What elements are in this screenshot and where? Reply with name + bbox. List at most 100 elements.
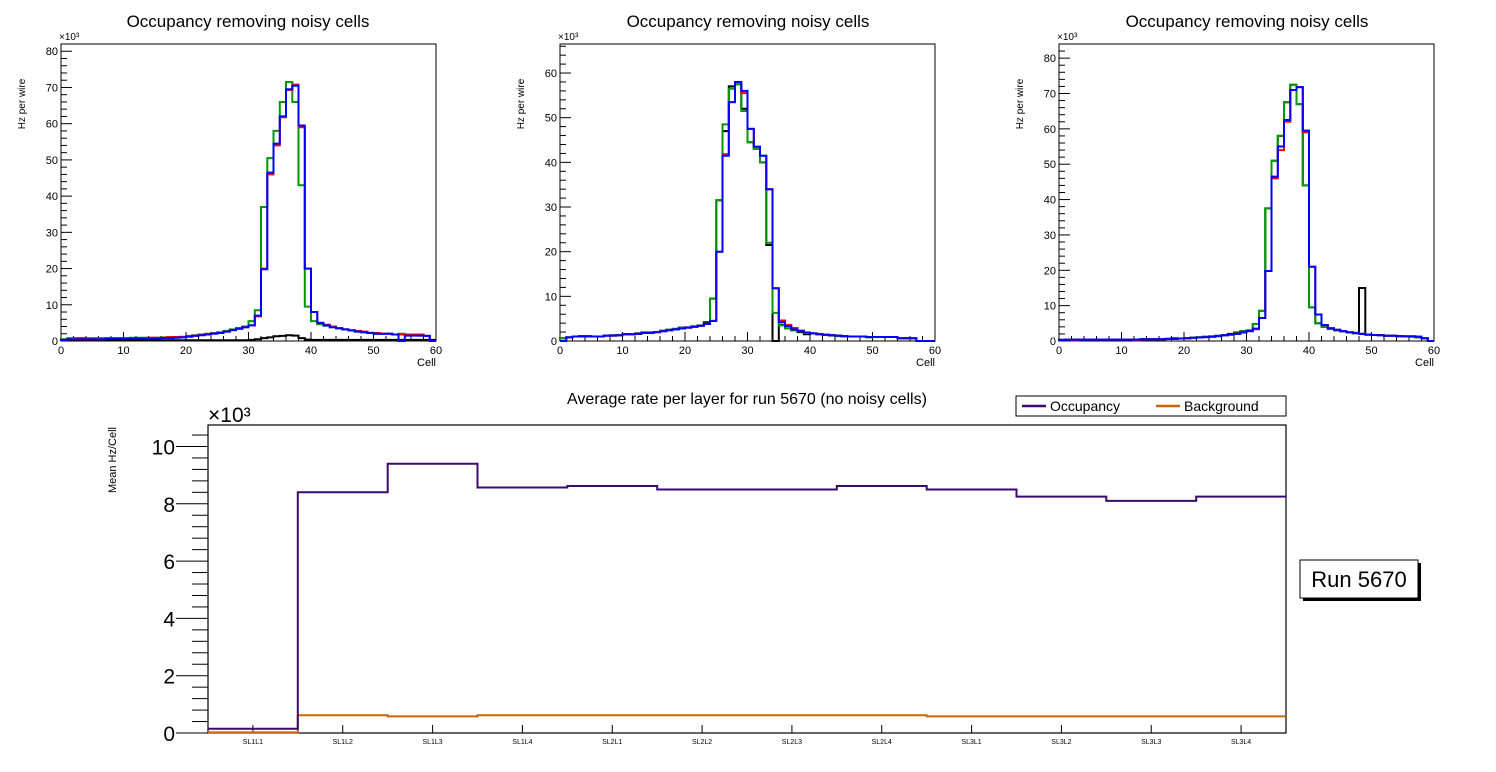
x-tick-label: 60	[1428, 345, 1440, 357]
histogram-series-black	[60, 334, 436, 342]
y-tick-label: 80	[1044, 53, 1056, 65]
y-tick-label: 10	[545, 291, 557, 303]
y-axis-exponent: ×10³	[1057, 32, 1078, 43]
histogram-series-blue	[60, 84, 436, 342]
x-tick-label: 50	[367, 345, 379, 357]
y-tick-label: 60	[46, 119, 58, 131]
y-tick-label: 10	[152, 436, 175, 459]
x-tick-label: 10	[616, 345, 628, 357]
histogram-series-blue	[1058, 86, 1434, 342]
x-tick-label: SL1L1	[243, 739, 263, 746]
histogram-series-red	[1058, 86, 1434, 342]
y-axis-exponent: ×10³	[558, 32, 579, 43]
plot-frame	[1058, 43, 1435, 342]
run-annotation: Run 5670	[1311, 567, 1406, 592]
y-axis-label: Hz per wire	[1015, 78, 1026, 129]
y-tick-label: 0	[551, 336, 557, 348]
x-tick-label: SL1L4	[512, 739, 532, 746]
x-tick-label: 30	[242, 345, 254, 357]
series-occupancy	[208, 462, 1286, 730]
y-tick-label: 20	[1044, 265, 1056, 277]
x-tick-label: 30	[1240, 345, 1252, 357]
x-tick-label: 40	[804, 345, 816, 357]
histogram-series-blue	[560, 81, 935, 342]
plot-frame	[207, 424, 1287, 734]
x-tick-label: SL1L2	[333, 739, 353, 746]
x-tick-label: 20	[679, 345, 691, 357]
y-tick-label: 2	[163, 666, 175, 689]
histogram-series-red	[60, 83, 436, 342]
x-tick-label: 0	[58, 345, 64, 357]
x-tick-label: 30	[741, 345, 753, 357]
y-tick-label: 70	[46, 82, 58, 94]
y-axis-label: Hz per wire	[17, 78, 28, 129]
y-tick-label: 70	[1044, 89, 1056, 101]
chart-title: Occupancy removing noisy cells	[127, 12, 370, 31]
x-tick-label: SL3L2	[1051, 739, 1071, 746]
x-tick-label: 60	[430, 345, 442, 357]
y-tick-label: 0	[52, 336, 58, 348]
x-tick-label: SL2L4	[872, 739, 892, 746]
y-tick-label: 30	[1044, 230, 1056, 242]
y-tick-label: 40	[46, 191, 58, 203]
legend: Occupancy Background	[1015, 395, 1287, 417]
y-tick-label: 50	[46, 155, 58, 167]
y-tick-label: 10	[1044, 301, 1056, 313]
y-tick-label: 50	[545, 113, 557, 125]
y-tick-label: 50	[1044, 159, 1056, 171]
x-axis-label: Cell	[1415, 357, 1434, 369]
y-tick-label: 0	[1050, 336, 1056, 348]
x-tick-label: 50	[1365, 345, 1377, 357]
occupancy-plot-2: Occupancy removing noisy cells 0 10 20 30 40 5…	[516, 12, 941, 369]
y-axis-exponent: ×10³	[59, 32, 80, 43]
chart-title: Occupancy removing noisy cells	[1126, 12, 1369, 31]
y-tick-label: 10	[46, 300, 58, 312]
x-tick-label: SL3L3	[1141, 739, 1161, 746]
y-axis-exponent: ×10³	[208, 404, 251, 427]
y-tick-label: 8	[163, 494, 175, 517]
x-tick-label: 10	[117, 345, 129, 357]
legend-label-background: Background	[1184, 398, 1259, 414]
histogram-series-green	[60, 81, 436, 342]
annotation-box	[1299, 559, 1419, 599]
x-tick-label: 40	[1303, 345, 1315, 357]
x-tick-label: 50	[866, 345, 878, 357]
y-tick-label: 20	[46, 264, 58, 276]
x-tick-label: 0	[1056, 345, 1062, 357]
histogram-series-black	[1058, 83, 1434, 342]
legend-box	[1015, 395, 1287, 417]
histogram-series-green	[1058, 83, 1434, 342]
series-background	[208, 714, 1286, 734]
y-tick-label: 80	[46, 46, 58, 58]
legend-label-occupancy: Occupancy	[1050, 398, 1120, 414]
y-tick-label: 4	[163, 608, 175, 631]
chart-title: Average rate per layer for run 5670 (no …	[567, 391, 927, 408]
y-tick-label: 60	[1044, 124, 1056, 136]
x-tick-label: SL1L3	[422, 739, 442, 746]
x-tick-label: 20	[180, 345, 192, 357]
x-tick-label: 60	[929, 345, 941, 357]
y-tick-label: 6	[163, 551, 175, 574]
x-axis-label: Cell	[916, 357, 935, 369]
x-tick-label: SL3L1	[961, 739, 981, 746]
x-tick-label: 40	[305, 345, 317, 357]
x-tick-label: 0	[557, 345, 563, 357]
y-tick-label: 60	[545, 68, 557, 80]
plot-frame	[60, 43, 437, 342]
chart-title: Occupancy removing noisy cells	[627, 12, 870, 31]
y-tick-label: 20	[545, 247, 557, 259]
occupancy-plot-1: Occupancy removing noisy cells 0 10 20 30 40 5…	[17, 12, 442, 369]
x-tick-label: SL3L4	[1231, 739, 1251, 746]
y-tick-label: 0	[163, 723, 175, 746]
x-tick-label: SL2L1	[602, 739, 622, 746]
y-axis-label: Hz per wire	[516, 78, 527, 129]
plot-frame	[559, 43, 936, 342]
x-tick-label: 20	[1178, 345, 1190, 357]
average-rate-plot: Average rate per layer for run 5670 (no …	[107, 391, 1421, 746]
y-axis-label: Mean Hz/Cell	[107, 427, 119, 493]
y-tick-label: 40	[545, 157, 557, 169]
x-tick-label: SL2L2	[692, 739, 712, 746]
x-tick-label: 10	[1115, 345, 1127, 357]
occupancy-plot-3: Occupancy removing noisy cells 0 10 20 30 40 5…	[1015, 12, 1440, 369]
